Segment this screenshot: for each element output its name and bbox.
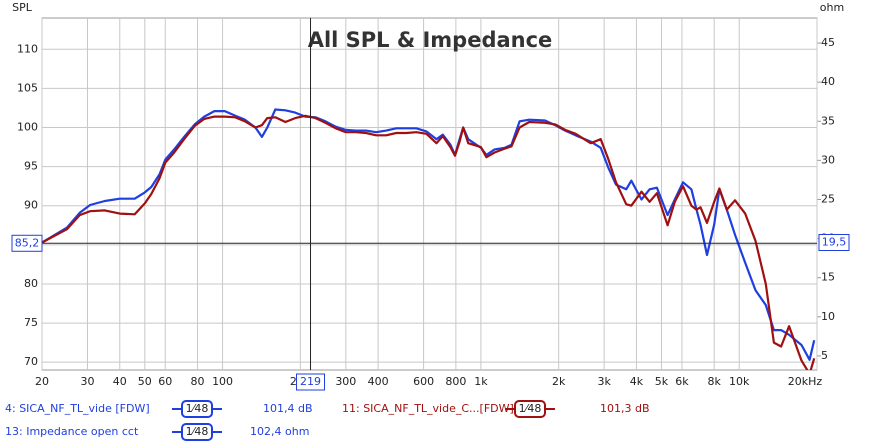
x-tick-label: 5k xyxy=(655,375,669,388)
grid: 7075808590951001051105101520253035404520… xyxy=(17,17,835,388)
x-tick-label: 800 xyxy=(445,375,466,388)
smoothing-box xyxy=(181,400,213,418)
legend-readout: 101,3 dB xyxy=(600,402,650,415)
y-tick-label: 95 xyxy=(24,160,38,173)
y2-tick-label: 35 xyxy=(821,114,835,127)
y2-tick-label: 30 xyxy=(821,153,835,166)
x-tick-label: 40 xyxy=(113,375,127,388)
cursor-x-label-box xyxy=(296,373,326,391)
x-tick-label: 80 xyxy=(191,375,205,388)
cursor-y2-label-box xyxy=(818,233,850,251)
y2-tick-label: 40 xyxy=(821,75,835,88)
x-tick-label: 50 xyxy=(138,375,152,388)
x-tick-label: 600 xyxy=(413,375,434,388)
y-tick-label: 75 xyxy=(24,316,38,329)
y-tick-label: 105 xyxy=(17,81,38,94)
overlay: 219 85,2 19,5 4: SICA_NF_TL_vide [FDW] 1⁄48 1… xyxy=(5,18,850,441)
legend-name: 11: SICA_NF_TL_vide_C...[FDW] xyxy=(342,402,514,415)
x-tick-label: 6k xyxy=(675,375,689,388)
cursor-y2-label: 19,5 xyxy=(822,235,847,248)
legend-name: 13: Impedance open cct xyxy=(5,425,139,438)
y2-tick-label: 45 xyxy=(821,36,835,49)
y-axis-label: SPL xyxy=(12,1,33,14)
smoothing-box xyxy=(181,423,213,441)
legend-name: 4: SICA_NF_TL_vide [FDW] xyxy=(5,402,150,415)
legend-readout: 102,4 ohm xyxy=(250,425,309,438)
y-tick-label: 70 xyxy=(24,355,38,368)
y-tick-label: 80 xyxy=(24,277,38,290)
y2-tick-label: 25 xyxy=(821,192,835,205)
x-tick-label: 10k xyxy=(729,375,750,388)
smoothing-label: 1⁄48 xyxy=(186,425,209,438)
y2-tick-label: 10 xyxy=(821,310,835,323)
chart-title: All SPL & Impedance xyxy=(308,28,553,52)
plot xyxy=(42,108,816,370)
y-tick-label: 100 xyxy=(17,121,38,134)
smoothing-label: 1⁄48 xyxy=(186,402,209,415)
cursor-y-label-box xyxy=(11,234,43,252)
series-line xyxy=(42,114,816,370)
legend-readout: 101,4 dB xyxy=(263,402,313,415)
x-tick-label: 1k xyxy=(474,375,488,388)
cursor-x-label: 219 xyxy=(300,375,321,388)
x-tick-label: 100 xyxy=(212,375,233,388)
y-tick-label: 110 xyxy=(17,42,38,55)
smoothing-box xyxy=(514,400,546,418)
x-tick-label: 60 xyxy=(158,375,172,388)
x-tick-label: 400 xyxy=(368,375,389,388)
x-tick-label: 20kHz xyxy=(788,375,823,388)
y2-axis-label: ohm xyxy=(820,1,844,14)
x-tick-label: 3k xyxy=(597,375,611,388)
cursor-y-label: 85,2 xyxy=(15,236,40,249)
y2-tick-label: 5 xyxy=(821,349,828,362)
y-tick-label: 90 xyxy=(24,199,38,212)
x-tick-label: 8k xyxy=(708,375,722,388)
x-tick-label: 300 xyxy=(335,375,356,388)
x-tick-label: 20 xyxy=(35,375,49,388)
y2-tick-label: 15 xyxy=(821,271,835,284)
x-tick-label: 2k xyxy=(552,375,566,388)
smoothing-label: 1⁄48 xyxy=(519,402,542,415)
x-tick-label: 30 xyxy=(80,375,94,388)
x-tick-label: 4k xyxy=(630,375,644,388)
